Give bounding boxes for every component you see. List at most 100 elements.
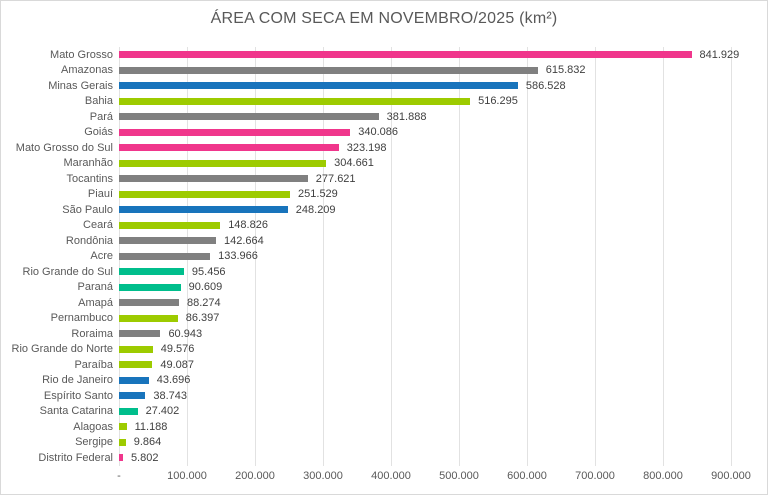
category-label: Rio Grande do Norte xyxy=(11,343,114,356)
value-label: 340.086 xyxy=(358,126,399,139)
bar xyxy=(119,252,211,260)
chart-row: Rondônia 142.664 xyxy=(1,233,767,249)
value-label: 586.528 xyxy=(525,79,566,92)
category-label: São Paulo xyxy=(62,203,113,216)
chart-row: Mato Grosso do Sul 323.198 xyxy=(1,140,767,156)
bar-area: 615.832 xyxy=(119,63,767,79)
bar-area: 148.826 xyxy=(119,218,767,234)
bar-area: 277.621 xyxy=(119,171,767,187)
value-label: 323.198 xyxy=(346,141,387,154)
x-tick-label: 600.000 xyxy=(507,470,547,482)
value-label: 133.966 xyxy=(218,250,258,263)
bar-area: 95.456 xyxy=(119,264,767,280)
category-label: Bahia xyxy=(84,95,113,108)
bar xyxy=(119,159,327,167)
bar-area: 5.802 xyxy=(119,450,767,466)
bar xyxy=(119,82,518,90)
bar xyxy=(119,345,153,353)
category-label: Rio de Janeiro xyxy=(42,374,113,387)
bar-area: 340.086 xyxy=(119,125,767,141)
x-tick-label: 100.000 xyxy=(167,470,207,482)
chart-row: Distrito Federal 5.802 xyxy=(1,450,767,466)
category-label: Distrito Federal xyxy=(38,451,113,464)
gridline xyxy=(255,47,256,466)
value-label: 27.402 xyxy=(145,405,180,418)
bar xyxy=(119,97,471,105)
value-label: 88.274 xyxy=(187,296,221,309)
chart-row: Pernambuco 86.397 xyxy=(1,311,767,327)
category-label: Maranhão xyxy=(63,157,113,170)
value-label: 11.188 xyxy=(134,420,168,433)
x-tick-label: 900.000 xyxy=(711,470,751,482)
value-label: 516.295 xyxy=(478,95,518,108)
chart-row: Goiás 340.086 xyxy=(1,125,767,141)
bar-area: 251.529 xyxy=(119,187,767,203)
bar-area: 43.696 xyxy=(119,373,767,389)
bar xyxy=(119,237,216,245)
category-label: Pará xyxy=(89,110,113,123)
chart-row: Alagoas 11.188 xyxy=(1,419,767,435)
category-label: Mato Grosso do Sul xyxy=(15,141,113,154)
x-tick-label: 700.000 xyxy=(575,470,615,482)
bar xyxy=(119,361,153,369)
category-label: Mato Grosso xyxy=(50,48,113,61)
x-axis: - 100.000 200.000 300.000 400.000 500.000 600.… xyxy=(1,470,767,486)
gridline xyxy=(391,47,392,466)
category-label: Tocantins xyxy=(66,172,113,185)
bar xyxy=(119,268,184,276)
chart-row: Sergipe 9.864 xyxy=(1,435,767,451)
value-label: 148.826 xyxy=(228,219,268,232)
category-label: Goiás xyxy=(84,126,113,139)
category-label: Sergipe xyxy=(75,436,113,449)
category-label: Minas Gerais xyxy=(48,79,113,92)
chart-row: Amazonas 615.832 xyxy=(1,63,767,79)
chart-row: Bahia 516.295 xyxy=(1,94,767,110)
gridline xyxy=(731,47,732,466)
chart-row: Tocantins 277.621 xyxy=(1,171,767,187)
value-label: 38.743 xyxy=(153,389,187,402)
category-label: Roraima xyxy=(71,327,113,340)
category-label: Amapá xyxy=(78,296,113,309)
chart-row: Pará 381.888 xyxy=(1,109,767,125)
bar xyxy=(119,175,308,183)
gridline xyxy=(595,47,596,466)
value-label: 381.888 xyxy=(386,110,427,123)
category-label: Pernambuco xyxy=(50,312,113,325)
gridline xyxy=(323,47,324,466)
bar xyxy=(119,454,123,462)
value-label: 615.832 xyxy=(545,64,586,77)
category-label: Piauí xyxy=(87,188,113,201)
bar-area: 27.402 xyxy=(119,404,767,420)
bar xyxy=(119,299,180,307)
category-label: Paraíba xyxy=(74,358,113,371)
value-label: 251.529 xyxy=(298,188,338,201)
chart-row: Mato Grosso 841.929 xyxy=(1,47,767,63)
value-label: 49.576 xyxy=(160,343,195,356)
value-label: 841.929 xyxy=(699,48,740,61)
bar-area: 841.929 xyxy=(119,47,767,63)
bar-area: 381.888 xyxy=(119,109,767,125)
bar-area: 323.198 xyxy=(119,140,767,156)
x-tick-label: 800.000 xyxy=(643,470,683,482)
bar-area: 38.743 xyxy=(119,388,767,404)
bar-area: 304.661 xyxy=(119,156,767,172)
bar-area: 142.664 xyxy=(119,233,767,249)
chart-row: Roraima 60.943 xyxy=(1,326,767,342)
value-label: 49.087 xyxy=(160,358,195,371)
bar-area: 90.609 xyxy=(119,280,767,296)
chart-row: Acre 133.966 xyxy=(1,249,767,265)
value-label: 90.609 xyxy=(188,281,223,294)
bar-area: 133.966 xyxy=(119,249,767,265)
x-tick-label: - xyxy=(117,470,121,482)
chart-row: Ceará 148.826 xyxy=(1,218,767,234)
bar-area: 88.274 xyxy=(119,295,767,311)
bar-area: 516.295 xyxy=(119,94,767,110)
gridline xyxy=(527,47,528,466)
chart-row: Rio de Janeiro 43.696 xyxy=(1,373,767,389)
bar xyxy=(119,190,291,198)
chart-row: Amapá 88.274 xyxy=(1,295,767,311)
category-label: Paraná xyxy=(77,281,113,294)
chart-row: Maranhão 304.661 xyxy=(1,156,767,172)
chart-row: Paraíba 49.087 xyxy=(1,357,767,373)
